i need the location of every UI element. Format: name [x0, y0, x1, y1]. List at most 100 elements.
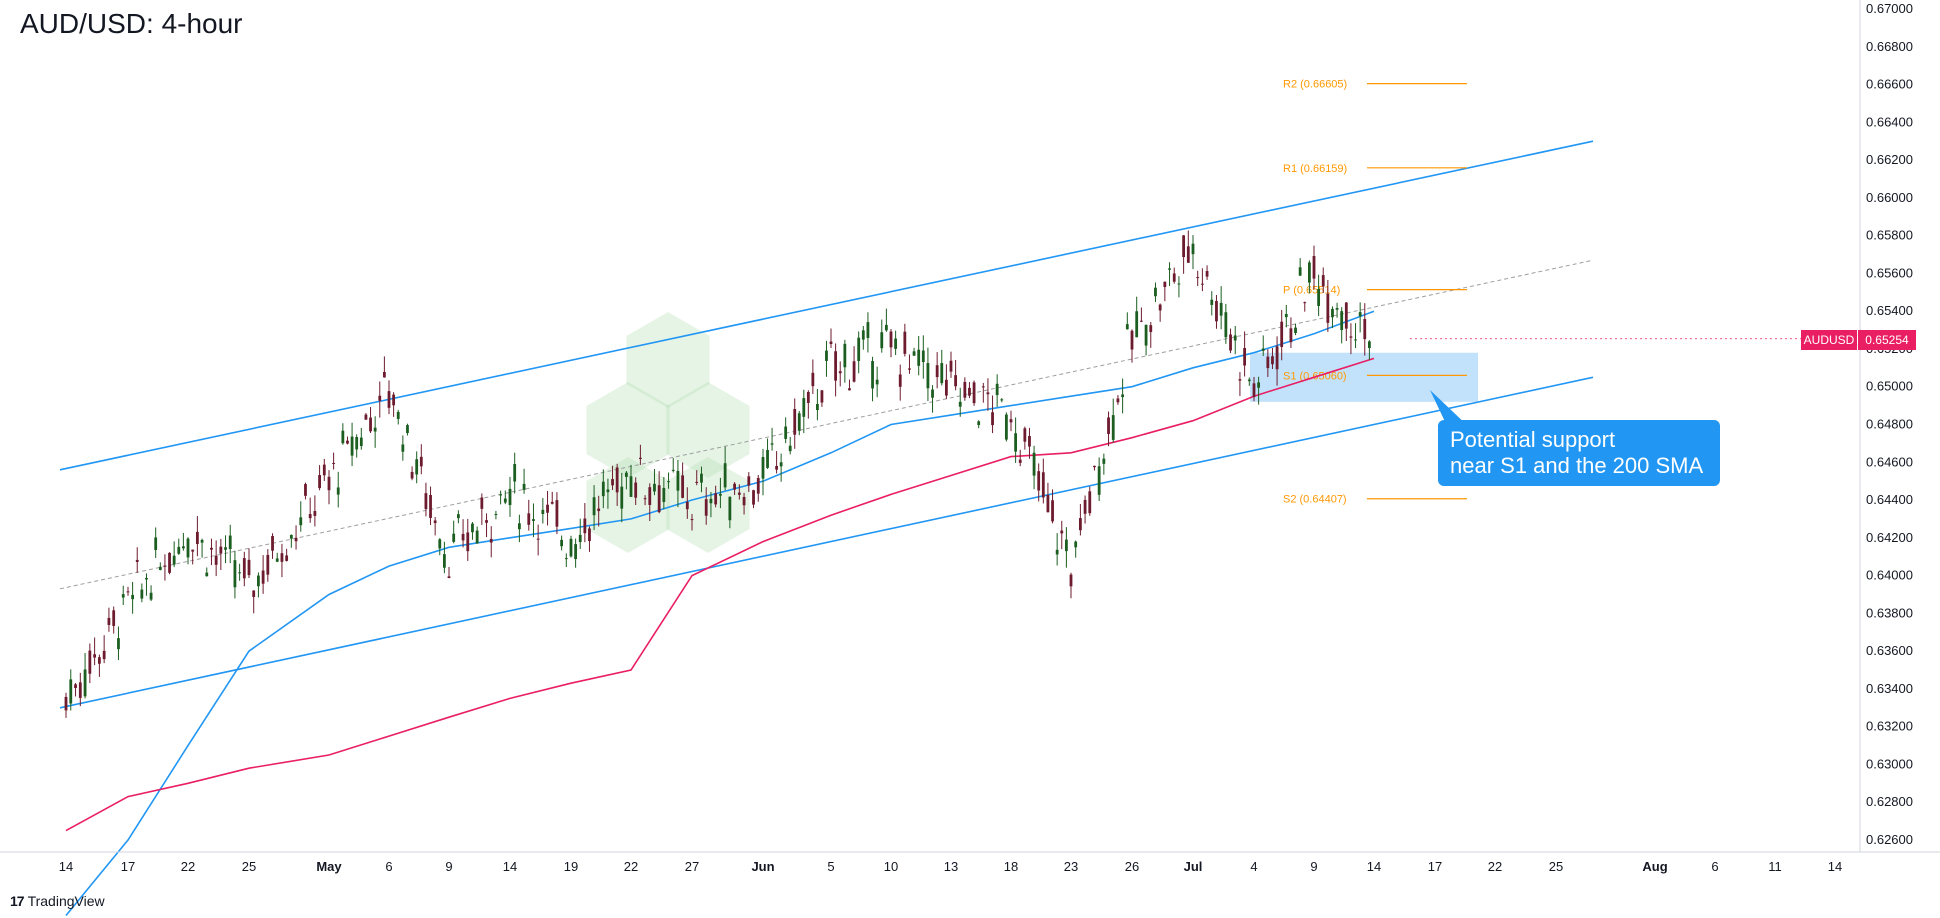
x-tick-label: 14 — [503, 859, 517, 874]
candle-body — [433, 520, 437, 524]
candle-body — [1060, 530, 1064, 534]
x-tick-label: May — [316, 859, 342, 874]
candle-body — [318, 475, 321, 489]
y-tick-label: 0.63600 — [1866, 643, 1913, 658]
footer-brand[interactable]: 17 TradingView — [10, 893, 105, 909]
candle-body — [676, 470, 680, 491]
candle-body — [779, 462, 783, 467]
candle-body — [499, 494, 503, 496]
candle-body — [135, 559, 139, 562]
candle-body — [140, 589, 144, 599]
candle-body — [1266, 356, 1270, 369]
candle-body — [653, 483, 656, 492]
candle-body — [456, 514, 460, 519]
candle-body — [424, 493, 428, 510]
candle-body — [387, 391, 391, 408]
candle-body — [466, 532, 470, 552]
candle-body — [1229, 334, 1232, 351]
y-tick-label: 0.62600 — [1866, 832, 1913, 847]
x-tick-label: 26 — [1125, 859, 1139, 874]
candle-body — [838, 371, 842, 374]
candle-body — [224, 547, 227, 550]
candle-body — [336, 487, 340, 495]
candle-body — [995, 383, 999, 396]
candle-body — [238, 572, 242, 574]
candle-body — [1363, 319, 1367, 340]
candle-body — [555, 500, 559, 527]
candle-body — [898, 374, 902, 387]
y-tick-label: 0.64800 — [1866, 417, 1913, 432]
callout-line-1: Potential support — [1450, 427, 1616, 452]
candle-body — [172, 555, 176, 565]
candle-body — [1335, 308, 1339, 310]
channel-mid-line — [59, 259, 1594, 590]
candle-body — [958, 401, 962, 407]
candle-body — [700, 473, 703, 483]
x-tick-label: 9 — [445, 859, 452, 874]
candle-body — [158, 566, 162, 570]
candle-body — [401, 444, 405, 452]
pivot-label: P (0.65514) — [1283, 285, 1340, 297]
y-tick-label: 0.66400 — [1866, 114, 1913, 129]
candle-body — [829, 341, 833, 345]
sma-200-line — [65, 357, 1375, 832]
x-tick-label: 11 — [1768, 859, 1782, 874]
candle-body — [1107, 417, 1110, 434]
candle-body — [784, 426, 788, 439]
candle-body — [299, 517, 303, 526]
candle-body — [369, 417, 372, 432]
candle-body — [327, 476, 331, 491]
candle-body — [1078, 518, 1082, 531]
support-callout: Potential support near S1 and the 200 SM… — [1438, 420, 1720, 486]
candle-body — [775, 465, 778, 470]
candle-body — [1280, 321, 1284, 347]
candle-body — [1261, 348, 1265, 351]
candle-body — [1243, 348, 1247, 366]
candle-body — [1367, 341, 1371, 348]
candle-body — [536, 538, 540, 540]
channel-lower-line — [59, 376, 1594, 709]
candle-body — [657, 485, 661, 513]
x-tick-label: 19 — [564, 859, 578, 874]
candle-body — [615, 467, 619, 493]
candle-body — [1037, 471, 1041, 491]
candle-body — [112, 610, 116, 626]
y-tick-label: 0.65400 — [1866, 303, 1913, 318]
x-tick-label: 10 — [884, 859, 898, 874]
x-tick-label: 17 — [121, 859, 135, 874]
watermark-logo — [586, 312, 750, 553]
pivot-label: R1 (0.66159) — [1283, 163, 1347, 175]
candle-body — [977, 421, 981, 426]
candle-body — [569, 538, 573, 557]
y-tick-label: 0.64000 — [1866, 568, 1913, 583]
candle-body — [392, 394, 396, 406]
candle-body — [1326, 293, 1330, 323]
candle-body — [191, 549, 195, 552]
candle-body — [629, 476, 633, 497]
candle-body — [908, 368, 911, 370]
moving-averages — [65, 310, 1860, 917]
candle-body — [606, 489, 610, 493]
x-tick-label: 22 — [624, 859, 638, 874]
candle-body — [442, 554, 446, 568]
x-tick-label: 14 — [1367, 859, 1381, 874]
candle-body — [1046, 494, 1050, 513]
candle-body — [1121, 394, 1125, 398]
candle-body — [1205, 271, 1209, 277]
candle-body — [1331, 308, 1334, 318]
candle-body — [1083, 499, 1087, 514]
candle-body — [1149, 325, 1153, 333]
x-tick-label: 5 — [827, 859, 834, 874]
candle-body — [102, 650, 106, 660]
candle-body — [719, 493, 722, 496]
candle-body — [802, 398, 806, 417]
candle-body — [1004, 414, 1008, 440]
watermark-hex-3 — [586, 457, 670, 553]
candle-body — [461, 533, 465, 541]
candle-body — [304, 484, 307, 496]
candle-body — [541, 509, 545, 515]
candle-body — [761, 457, 765, 479]
x-tick-label: 18 — [1004, 859, 1018, 874]
candle-body — [1307, 262, 1311, 283]
